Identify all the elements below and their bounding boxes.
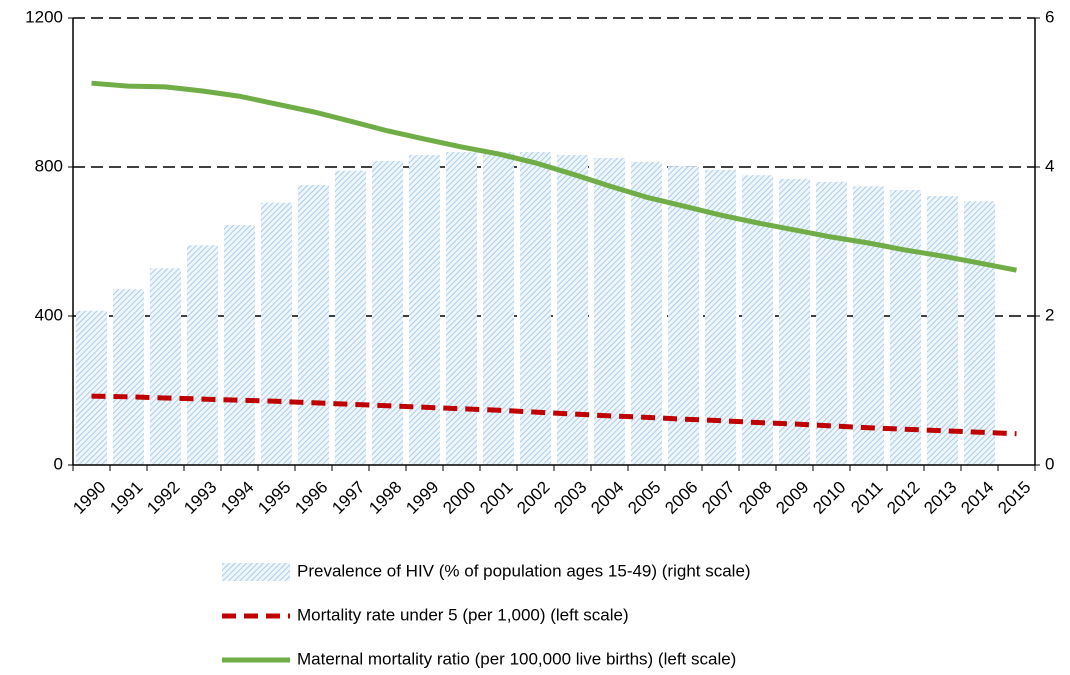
- y2-tick-label: 6: [1045, 7, 1054, 26]
- legend-label: Prevalence of HIV (% of population ages …: [297, 561, 751, 580]
- y2-tick-label: 0: [1045, 454, 1054, 473]
- bar: [408, 155, 441, 465]
- bar: [445, 152, 478, 465]
- bar: [963, 201, 996, 465]
- line-series: [91, 80, 1017, 273]
- bar: [371, 161, 404, 466]
- x-tick-label: 1990: [69, 478, 109, 518]
- x-tick-label: 2012: [883, 478, 923, 518]
- y-tick-label: 400: [35, 305, 63, 324]
- legend-label: Maternal mortality ratio (per 100,000 li…: [297, 649, 736, 668]
- bar: [223, 225, 256, 465]
- x-tick-label: 1997: [328, 478, 368, 518]
- bar: [186, 245, 219, 465]
- bar: [112, 289, 145, 465]
- x-tick-label: 2008: [735, 478, 775, 518]
- bar: [889, 190, 922, 465]
- x-tick-label: 1993: [180, 478, 220, 518]
- legend-label: Mortality rate under 5 (per 1,000) (left…: [297, 605, 629, 624]
- bar: [852, 186, 885, 465]
- y-tick-label: 800: [35, 156, 63, 175]
- x-tick-label: 2002: [513, 478, 553, 518]
- bar: [297, 184, 330, 465]
- x-tick-label: 2011: [847, 478, 886, 517]
- line-series: [91, 393, 1017, 437]
- bar: [667, 166, 700, 465]
- y-tick-label: 0: [54, 454, 63, 473]
- x-tick-label: 1992: [143, 478, 183, 518]
- bar: [260, 202, 293, 465]
- bar: [926, 196, 959, 465]
- x-tick-label: 2015: [994, 478, 1034, 518]
- x-tick-label: 2000: [439, 478, 479, 518]
- x-tick-label: 2009: [772, 478, 812, 518]
- x-tick-label: 2001: [476, 478, 516, 518]
- x-tick-label: 1998: [365, 478, 405, 518]
- x-tick-label: 2003: [550, 478, 590, 518]
- bar: [630, 161, 663, 465]
- x-tick-label: 1994: [217, 478, 257, 518]
- bar: [334, 170, 367, 465]
- x-tick-label: 1999: [402, 478, 442, 518]
- x-tick-label: 2007: [698, 478, 738, 518]
- x-tick-label: 2005: [624, 478, 664, 518]
- x-tick-label: 2006: [661, 478, 701, 518]
- x-tick-label: 2004: [587, 478, 627, 518]
- x-tick-label: 2014: [957, 478, 997, 518]
- x-tick-label: 1996: [291, 478, 331, 518]
- legend-swatch: [222, 563, 290, 581]
- bar: [519, 152, 552, 465]
- bar: [556, 155, 589, 465]
- bar: [75, 310, 108, 465]
- y-tick-label: 1200: [25, 7, 63, 26]
- y2-tick-label: 4: [1045, 156, 1054, 175]
- bar: [482, 152, 515, 465]
- bar: [149, 268, 182, 465]
- bar: [815, 181, 848, 465]
- x-tick-label: 2013: [920, 478, 960, 518]
- x-tick-label: 1995: [254, 478, 294, 518]
- x-tick-label: 2010: [809, 478, 849, 518]
- x-tick-label: 1991: [106, 478, 146, 518]
- y2-tick-label: 2: [1045, 305, 1054, 324]
- bar: [593, 158, 626, 465]
